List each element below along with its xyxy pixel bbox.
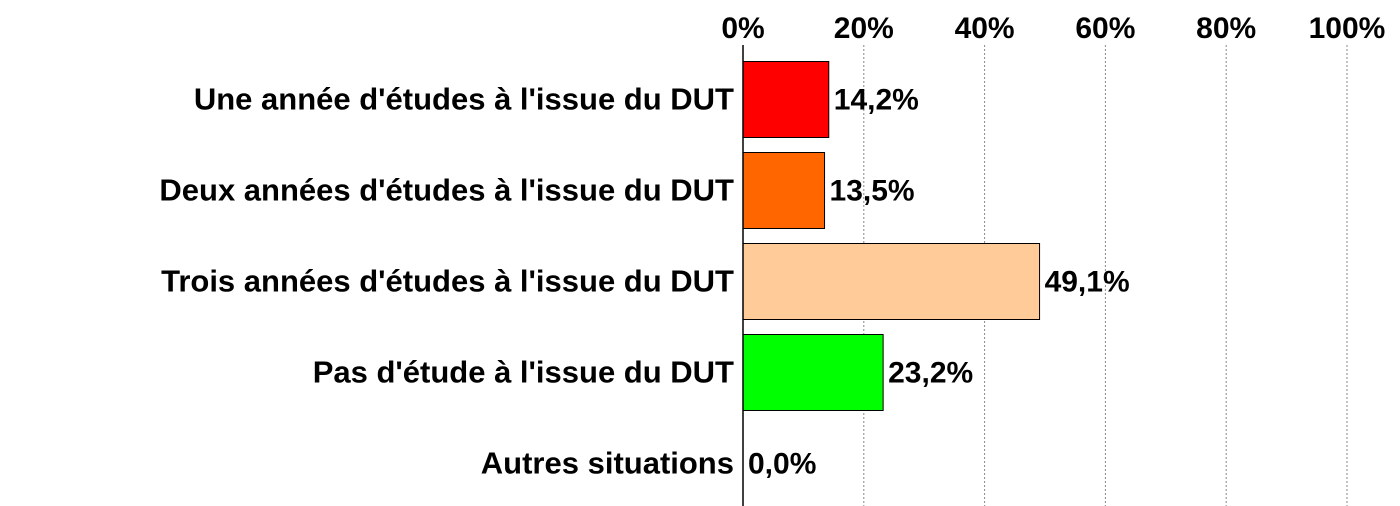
x-tick-label: 80%	[1196, 12, 1256, 45]
x-tick-label: 100%	[1309, 12, 1386, 45]
y-tick-label: Trois années d'études à l'issue du DUT	[161, 264, 734, 299]
y-tick-label: Deux années d'études à l'issue du DUT	[159, 173, 734, 208]
value-label: 49,1%	[1045, 265, 1130, 298]
x-tick-label: 0%	[721, 12, 764, 45]
x-tick-label: 40%	[955, 12, 1015, 45]
value-label: 0,0%	[748, 447, 816, 480]
value-label: 14,2%	[834, 83, 919, 116]
y-tick-label: Autres situations	[481, 446, 734, 481]
bar	[742, 152, 826, 229]
bar	[742, 243, 1041, 320]
bar	[742, 334, 884, 411]
value-label: 23,2%	[888, 356, 973, 389]
x-tick-label: 20%	[834, 12, 894, 45]
value-label: 13,5%	[830, 174, 915, 207]
x-tick-label: 60%	[1075, 12, 1135, 45]
y-tick-label: Pas d'étude à l'issue du DUT	[313, 355, 734, 390]
y-tick-label: Une année d'études à l'issue du DUT	[194, 82, 734, 117]
bar	[742, 61, 830, 138]
